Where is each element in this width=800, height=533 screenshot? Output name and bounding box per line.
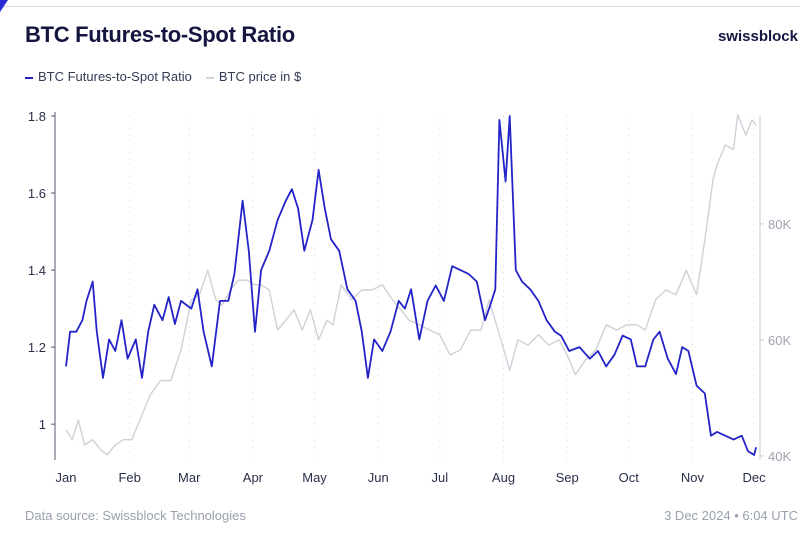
x-tick-label: Jan bbox=[56, 470, 77, 485]
data-source: Data source: Swissblock Technologies bbox=[25, 508, 246, 523]
legend-label: BTC Futures-to-Spot Ratio bbox=[38, 69, 192, 84]
x-tick-label: Apr bbox=[243, 470, 264, 485]
ratio-series-line bbox=[65, 115, 757, 456]
x-tick-label: Feb bbox=[118, 470, 140, 485]
x-tick-label: Sep bbox=[556, 470, 579, 485]
x-tick-label: May bbox=[302, 470, 327, 485]
chart-title: BTC Futures-to-Spot Ratio bbox=[25, 22, 295, 47]
swissblock-logo: swissblock bbox=[717, 28, 798, 45]
y-left-tick-label: 1.4 bbox=[28, 263, 46, 278]
x-tick-label: Jun bbox=[368, 470, 389, 485]
y-right-tick-label: 60K bbox=[768, 333, 791, 348]
legend: BTC Futures-to-Spot Ratio BTC price in $ bbox=[25, 69, 301, 84]
top-divider bbox=[0, 6, 800, 7]
x-tick-label: Dec bbox=[743, 470, 767, 485]
y-right-tick-label: 80K bbox=[768, 217, 791, 232]
y-left-tick-label: 1.2 bbox=[28, 340, 46, 355]
timestamp: 3 Dec 2024 • 6:04 UTC bbox=[664, 508, 798, 523]
y-left-tick-label: 1.8 bbox=[28, 109, 46, 124]
price-series-line bbox=[65, 114, 757, 456]
x-tick-label: Jul bbox=[432, 470, 449, 485]
legend-label: BTC price in $ bbox=[218, 69, 302, 84]
legend-swatch bbox=[25, 76, 33, 79]
legend-item-ratio[interactable]: BTC Futures-to-Spot Ratio bbox=[25, 69, 192, 84]
y-left-tick-label: 1.6 bbox=[28, 186, 46, 201]
chart-area: Jan Feb Mar Apr May Jun Jul Aug Sep Oct Nov Dec 1.8 1… bbox=[28, 109, 792, 485]
x-tick-label: Oct bbox=[619, 470, 640, 485]
x-tick-label: Mar bbox=[178, 470, 201, 485]
x-tick-label: Aug bbox=[492, 470, 515, 485]
y-left-tick-label: 1 bbox=[39, 417, 46, 432]
legend-swatch bbox=[205, 76, 214, 79]
x-tick-label: Nov bbox=[681, 470, 705, 485]
corner-accent bbox=[0, 0, 8, 12]
y-right-tick-label: 40K bbox=[768, 449, 791, 464]
legend-item-price[interactable]: BTC price in $ bbox=[205, 69, 302, 84]
